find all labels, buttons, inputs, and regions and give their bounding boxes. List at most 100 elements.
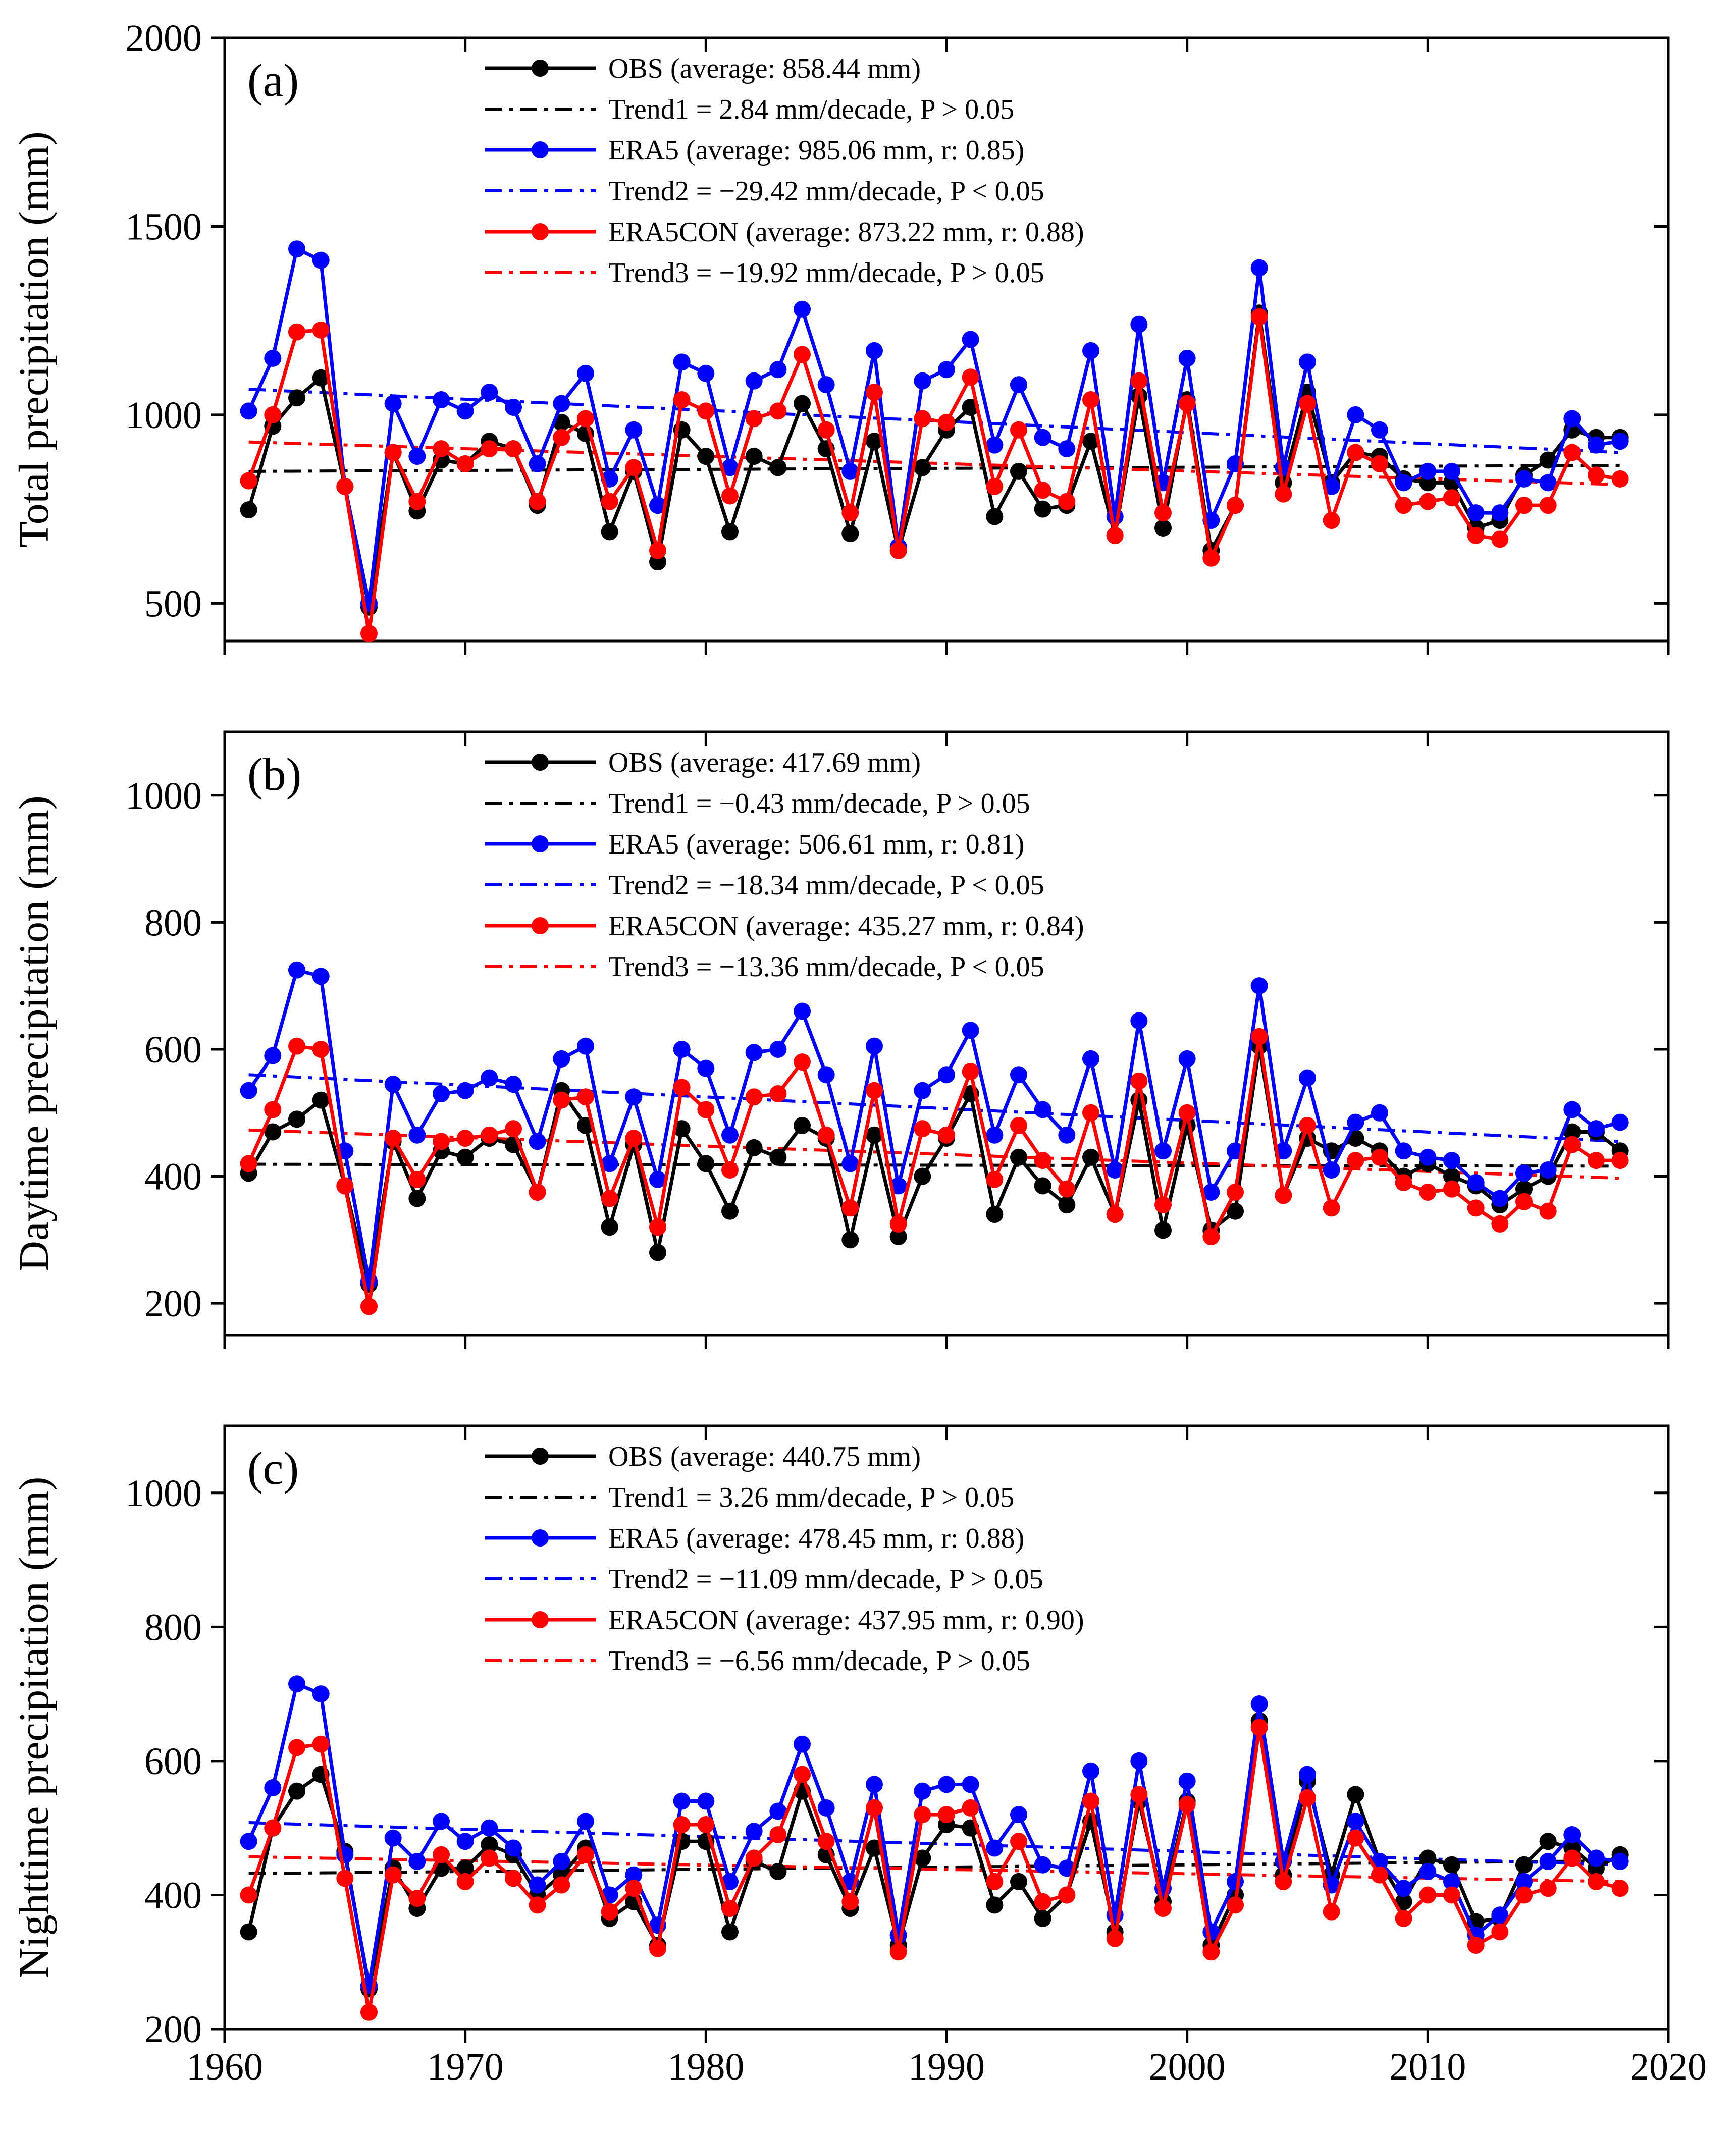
legend-marker [532, 754, 549, 771]
data-point [336, 1177, 354, 1195]
data-point [456, 1833, 474, 1850]
data-point [1058, 1126, 1076, 1144]
data-point [1034, 1101, 1051, 1118]
data-point [240, 1923, 257, 1941]
data-point [1395, 497, 1412, 514]
data-point [433, 1133, 450, 1150]
data-point [794, 1053, 811, 1071]
data-point [1515, 1873, 1533, 1890]
data-point [649, 497, 666, 514]
data-point [1082, 342, 1099, 359]
data-point [1154, 1900, 1172, 1917]
data-point [1347, 1813, 1364, 1830]
data-point [841, 1155, 859, 1172]
data-point [1178, 1104, 1196, 1122]
data-point [745, 1088, 763, 1106]
data-point [240, 1082, 257, 1099]
panel-b: 200 400 600 800 1000 Daytime precipitation (m… [11, 730, 1670, 1349]
data-point [384, 1866, 402, 1884]
data-point [1058, 493, 1076, 510]
data-point [601, 1218, 618, 1236]
data-point [1202, 1183, 1220, 1201]
data-point [769, 1802, 787, 1820]
data-point [1250, 259, 1268, 277]
data-point [1130, 315, 1148, 333]
data-point [625, 459, 643, 476]
data-point [505, 1870, 522, 1887]
data-point [1443, 1886, 1460, 1904]
data-point [962, 1022, 979, 1039]
data-point [1299, 395, 1316, 412]
data-point [914, 410, 931, 428]
data-point [986, 1126, 1004, 1144]
data-point [1250, 1719, 1268, 1736]
legend-label: Trend2 = −11.09 mm/decade, P > 0.05 [608, 1564, 1043, 1595]
data-point [625, 1130, 643, 1147]
data-point [433, 440, 450, 458]
data-point [577, 410, 594, 428]
data-point [1539, 451, 1557, 469]
data-point [1227, 1202, 1244, 1220]
data-point [794, 1735, 811, 1753]
trend-line [248, 1162, 1620, 1168]
y-tick-label: 400 [144, 1874, 202, 1916]
data-point [1130, 1012, 1148, 1030]
data-point [914, 372, 931, 390]
data-point [938, 361, 955, 379]
data-point [408, 1170, 426, 1188]
data-point [841, 1893, 859, 1910]
data-point [1491, 530, 1509, 548]
data-point [1130, 1752, 1148, 1770]
data-point [577, 1037, 594, 1055]
data-point [1010, 462, 1027, 480]
data-point [1227, 497, 1244, 514]
data-point [1491, 1906, 1509, 1924]
data-point [481, 1836, 498, 1853]
data-point [288, 240, 305, 258]
legend-marker [532, 141, 549, 158]
data-point [1467, 526, 1485, 544]
data-point [481, 1126, 498, 1144]
legend-label: ERA5 (average: 985.06 mm, r: 0.85) [608, 135, 1024, 166]
data-point [1058, 1196, 1076, 1214]
data-point [697, 364, 715, 382]
data-point [1034, 1909, 1051, 1927]
data-point [673, 353, 691, 371]
data-point [745, 1849, 763, 1867]
data-point [1130, 1786, 1148, 1803]
legend-label: Trend2 = −29.42 mm/decade, P < 0.05 [608, 176, 1044, 207]
data-point [673, 1120, 691, 1138]
x-tick-label: 1970 [427, 2046, 504, 2088]
data-point [986, 1206, 1004, 1223]
data-point [433, 1085, 450, 1102]
data-point [986, 1896, 1004, 1914]
data-point [1588, 1873, 1605, 1890]
data-point [721, 1873, 739, 1890]
data-point [1154, 1221, 1172, 1239]
data-point [1491, 1923, 1509, 1941]
legend-marker [532, 1611, 549, 1628]
data-point [288, 961, 305, 979]
data-point [601, 493, 618, 510]
data-point [1082, 1792, 1099, 1810]
data-point [697, 1101, 715, 1118]
data-point [1371, 1148, 1388, 1166]
data-point [1010, 1873, 1027, 1890]
data-point [1323, 1161, 1340, 1179]
data-point [1515, 1856, 1533, 1874]
data-point [1347, 444, 1364, 461]
data-point [769, 1040, 787, 1058]
data-point [889, 1215, 907, 1233]
data-point [986, 508, 1004, 525]
data-point [1419, 1148, 1437, 1166]
data-point [1082, 391, 1099, 408]
data-point [938, 1776, 955, 1793]
data-point [288, 389, 305, 407]
data-point [914, 1806, 931, 1824]
data-point [962, 1799, 979, 1817]
data-point [962, 1062, 979, 1080]
data-point [408, 1890, 426, 1907]
data-point [1034, 429, 1051, 446]
legend-label: ERA5CON (average: 435.27 mm, r: 0.84) [608, 911, 1084, 942]
data-point [817, 1126, 835, 1144]
